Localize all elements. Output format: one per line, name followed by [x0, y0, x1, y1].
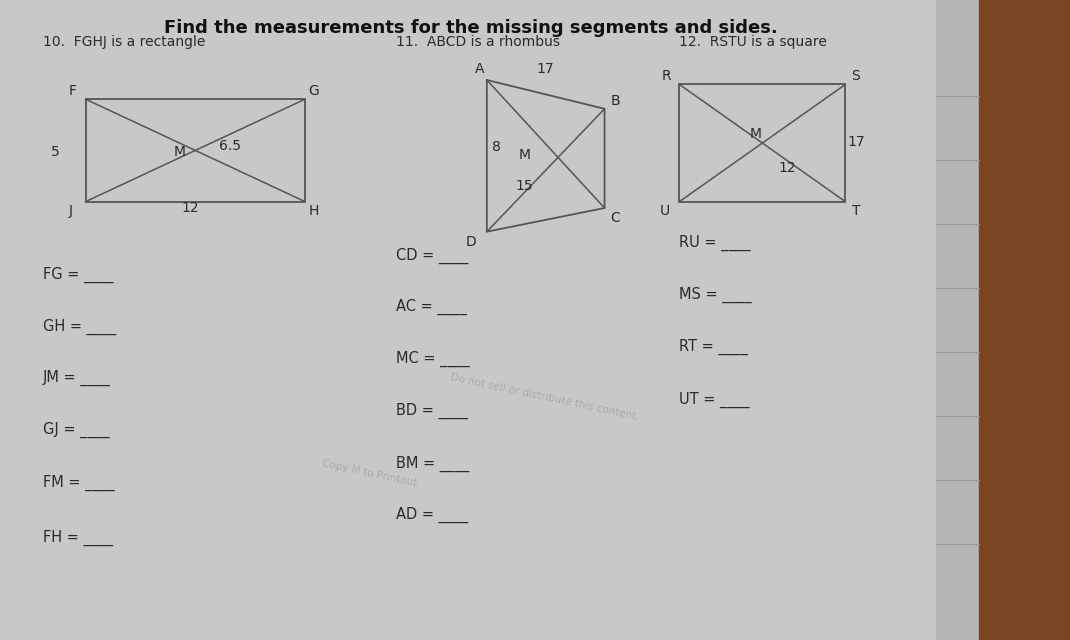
- Text: GJ = ____: GJ = ____: [43, 422, 109, 438]
- Text: 17: 17: [537, 62, 554, 76]
- Text: R: R: [662, 68, 671, 83]
- Text: G: G: [308, 84, 319, 98]
- Text: 17: 17: [847, 135, 865, 149]
- Text: AC = ____: AC = ____: [396, 299, 467, 316]
- Text: J: J: [68, 204, 73, 218]
- Text: MS = ____: MS = ____: [679, 286, 752, 303]
- Text: F: F: [68, 84, 77, 98]
- Bar: [936, 0, 979, 640]
- Text: 11.  ABCD is a rhombus: 11. ABCD is a rhombus: [396, 35, 560, 49]
- Text: M: M: [749, 127, 762, 141]
- Text: 15: 15: [516, 179, 533, 193]
- Text: FM = ____: FM = ____: [43, 475, 114, 492]
- Text: AD = ____: AD = ____: [396, 507, 468, 524]
- Text: 12: 12: [779, 161, 796, 175]
- Bar: [979, 0, 1070, 640]
- Text: 6.5: 6.5: [219, 139, 241, 153]
- Text: BD = ____: BD = ____: [396, 403, 468, 419]
- Text: Copy M to Printout: Copy M to Printout: [321, 459, 418, 488]
- Text: GH = ____: GH = ____: [43, 318, 116, 335]
- Text: RU = ____: RU = ____: [679, 235, 751, 252]
- Text: BM = ____: BM = ____: [396, 456, 469, 472]
- Text: FH = ____: FH = ____: [43, 529, 112, 546]
- Text: 5: 5: [51, 145, 60, 159]
- Text: JM = ____: JM = ____: [43, 369, 110, 386]
- Text: D: D: [465, 235, 476, 249]
- Text: 8: 8: [492, 140, 501, 154]
- Text: B: B: [611, 94, 620, 108]
- Text: A: A: [475, 62, 484, 76]
- Text: T: T: [852, 204, 860, 218]
- Text: M: M: [518, 148, 531, 162]
- Text: UT = ____: UT = ____: [679, 392, 750, 408]
- Text: MC = ____: MC = ____: [396, 350, 470, 367]
- Text: S: S: [852, 68, 860, 83]
- Text: RT = ____: RT = ____: [679, 339, 748, 355]
- Text: 12.  RSTU is a square: 12. RSTU is a square: [679, 35, 827, 49]
- Text: 12: 12: [182, 201, 199, 215]
- Text: C: C: [610, 211, 621, 225]
- Text: M: M: [173, 145, 186, 159]
- Text: U: U: [659, 204, 670, 218]
- Text: 10.  FGHJ is a rectangle: 10. FGHJ is a rectangle: [43, 35, 205, 49]
- Text: Do not sell or distribute this content.: Do not sell or distribute this content.: [449, 372, 640, 422]
- Text: CD = ____: CD = ____: [396, 248, 469, 264]
- Text: H: H: [308, 204, 319, 218]
- Text: Find the measurements for the missing segments and sides.: Find the measurements for the missing se…: [164, 19, 778, 37]
- Text: FG = ____: FG = ____: [43, 267, 113, 284]
